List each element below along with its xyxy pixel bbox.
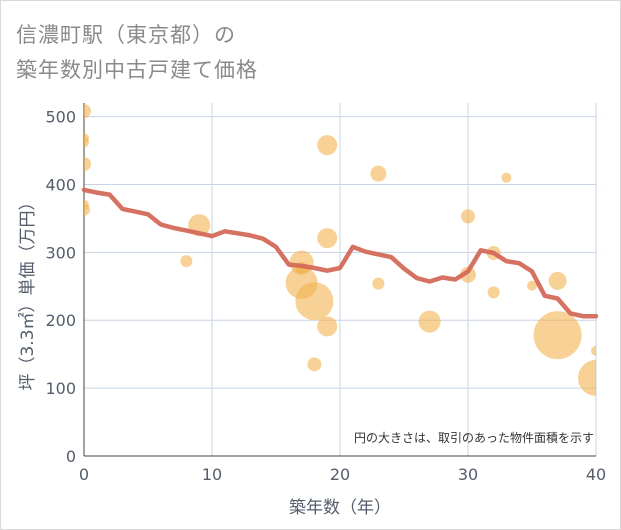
bubble-point (591, 345, 596, 356)
average-line-series (81, 187, 599, 319)
bubble-point (317, 135, 338, 156)
bubble-point (527, 280, 537, 291)
bubble-point (578, 359, 596, 396)
chart-title: 信濃町駅（東京都）の 築年数別中古戸建て価格 (16, 18, 258, 88)
tick-labels: 0 100 200 300 400 500 0 10 20 30 40 (45, 108, 606, 484)
bubble-point (533, 311, 582, 360)
average-price-line (81, 187, 599, 319)
bubble-point (180, 255, 193, 268)
bubble-point (84, 157, 91, 172)
x-tick-label: 40 (586, 465, 606, 484)
bubble-point (317, 316, 338, 337)
bubble-size-note: 円の大きさは、取引のあった物件面積を示す (354, 430, 594, 445)
bubble-point (370, 165, 387, 182)
x-tick-label: 30 (458, 465, 478, 484)
bubble-point (548, 271, 567, 290)
bubble-series (84, 104, 596, 396)
bubble-point (317, 228, 338, 249)
bubble-point (307, 357, 322, 372)
x-axis-label: 築年数（年） (289, 498, 391, 518)
bubble-point (460, 266, 476, 283)
bubble-point (372, 277, 385, 290)
chart-title-line-2: 築年数別中古戸建て価格 (16, 58, 258, 82)
x-tick-label: 0 (79, 465, 89, 484)
bubble-point (501, 172, 512, 183)
bubble-point (84, 203, 90, 216)
chart-title-line-1: 信濃町駅（東京都）の (16, 23, 236, 47)
grid-lines (83, 103, 597, 457)
y-tick-label: 100 (45, 379, 76, 398)
y-tick-label: 300 (45, 243, 76, 262)
bubble-point (487, 286, 500, 299)
x-tick-label: 20 (330, 465, 350, 484)
y-axis-label: 坪（3.3㎡）単価（万円） (18, 193, 38, 390)
bubble-point (295, 282, 334, 321)
bubble-point (84, 104, 91, 119)
bubble-point (84, 137, 89, 148)
y-tick-label: 500 (45, 108, 76, 127)
y-tick-label: 400 (45, 175, 76, 194)
x-tick-label: 10 (202, 465, 222, 484)
bubble-point (461, 209, 475, 224)
y-tick-label: 200 (45, 311, 76, 330)
bubble-point (418, 310, 441, 333)
y-tick-label: 0 (66, 447, 76, 466)
